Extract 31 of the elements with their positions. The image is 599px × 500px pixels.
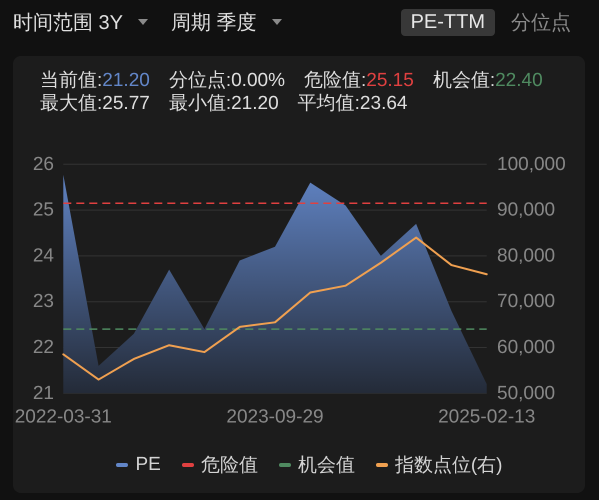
y2-tick-label: 80,000: [497, 245, 556, 266]
x-tick-label: 2025-02-13: [438, 406, 536, 428]
y2-tick-label: 100,000: [497, 154, 566, 175]
y2-tick-label: 90,000: [497, 200, 556, 221]
y2-tick-label: 50,000: [497, 382, 556, 404]
y2-tick-label: 60,000: [497, 337, 556, 358]
y-tick-label: 25: [32, 200, 54, 221]
text: 周期 季度: [171, 10, 257, 36]
x-tick-label: 2022-03-31: [14, 406, 112, 428]
text: 平均值:23.64: [298, 92, 408, 115]
legend-label: 机会值: [298, 454, 355, 478]
text: 最大值:25.77: [40, 92, 150, 115]
y-tick-label: 24: [32, 245, 54, 266]
text: 时间范围 3Y: [13, 10, 124, 36]
legend-label: PE: [135, 454, 161, 476]
y-tick-label: 21: [32, 382, 54, 404]
legend-label: 指数点位(右): [394, 454, 502, 478]
text: 最小值:21.20: [168, 92, 279, 115]
y-tick-label: 26: [32, 154, 54, 175]
text: 机会值:22.40: [432, 70, 543, 91]
legend-label: 危险值: [200, 454, 258, 478]
x-tick-label: 2023-09-29: [226, 406, 324, 428]
text: 当前值:21.20: [40, 70, 150, 91]
text: 分位点: [511, 10, 571, 36]
text: 分位点:0.00%: [168, 69, 285, 92]
y2-tick-label: 70,000: [497, 291, 556, 312]
y-tick-label: 22: [32, 337, 54, 358]
line-series: [62, 236, 488, 381]
text: 危险值:25.15: [304, 70, 414, 91]
y-tick-label: 23: [32, 291, 54, 312]
tab-button-selected: PE-TTM: [400, 8, 495, 36]
